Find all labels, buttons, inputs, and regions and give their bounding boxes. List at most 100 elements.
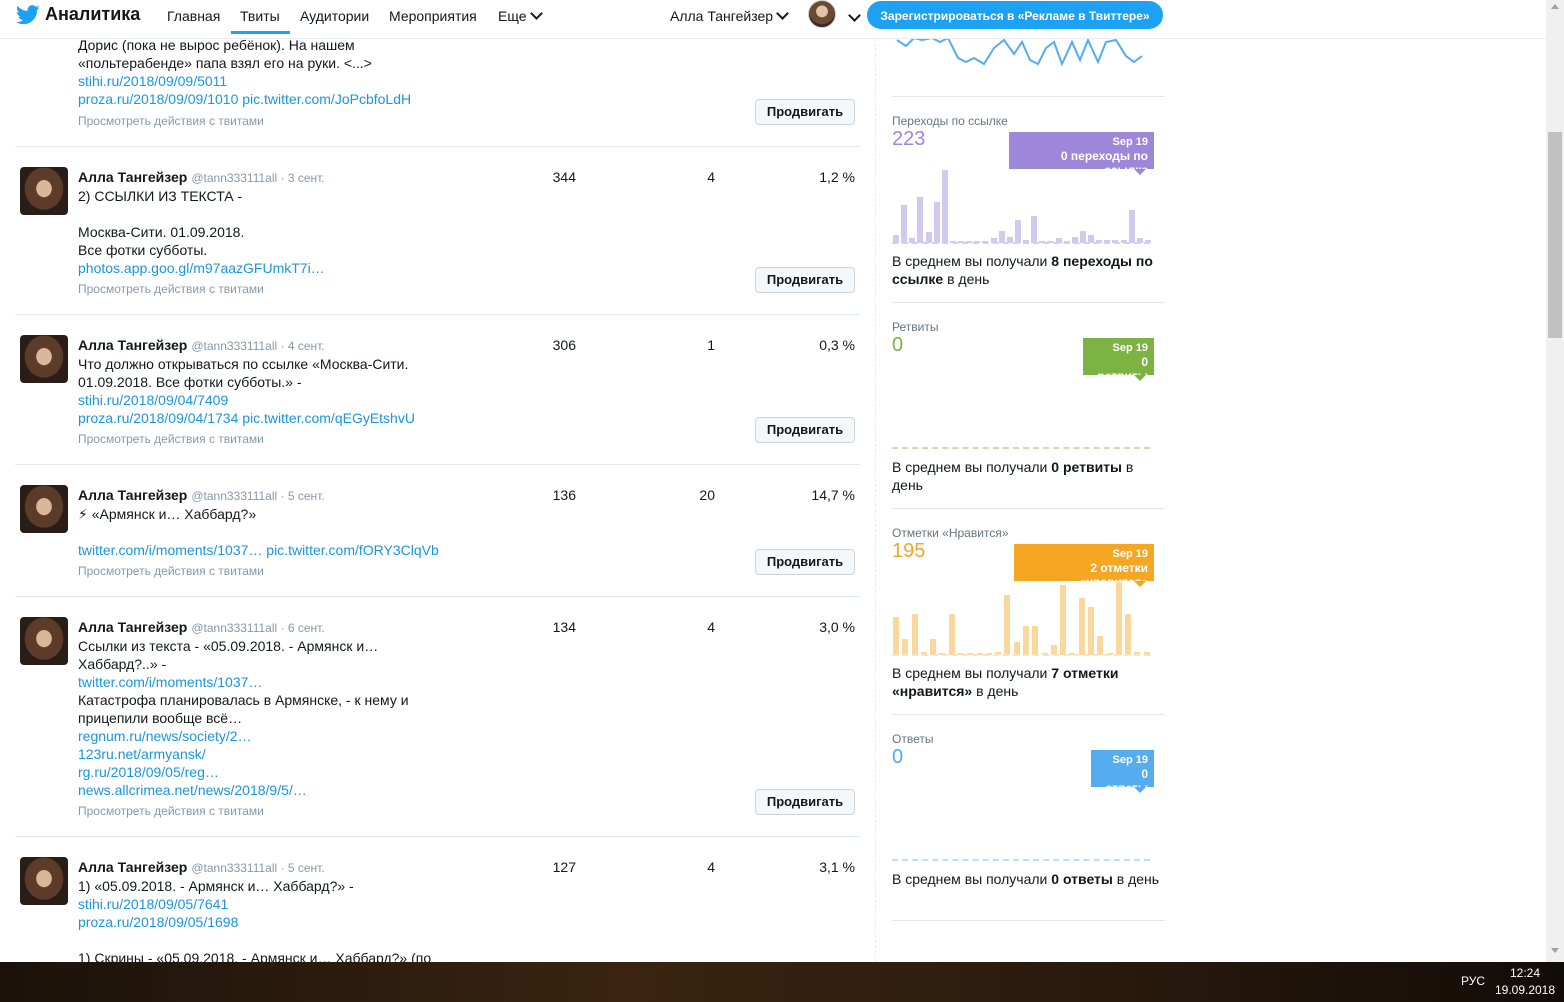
page-scrollbar[interactable] [1546, 0, 1564, 962]
avatar[interactable] [20, 335, 68, 383]
daily-bar[interactable] [995, 652, 1002, 655]
tweet-link[interactable]: rg.ru/2018/09/05/reg… [78, 764, 219, 780]
chart-baseline [892, 654, 1150, 656]
daily-bar[interactable] [941, 170, 948, 243]
daily-bar[interactable] [1013, 642, 1020, 655]
daily-bar[interactable] [1014, 220, 1021, 243]
daily-bar[interactable] [1143, 652, 1150, 655]
daily-bar[interactable] [909, 238, 916, 243]
author-name[interactable]: Алла Тангейзер [78, 859, 188, 875]
daily-bar[interactable] [1055, 238, 1062, 243]
daily-bar[interactable] [1004, 595, 1011, 655]
avatar[interactable] [20, 617, 68, 665]
daily-bar[interactable] [1096, 240, 1103, 243]
tab-more[interactable]: Еще [498, 7, 543, 24]
author-name[interactable]: Алла Тангейзер [78, 169, 188, 185]
view-tweet-activity-link[interactable]: Просмотреть действия с твитами [78, 282, 264, 296]
daily-bar[interactable] [1050, 645, 1057, 655]
avatar[interactable] [20, 167, 68, 215]
author-name[interactable]: Алла Тангейзер [78, 487, 188, 503]
promote-button[interactable]: Продвигать [755, 549, 855, 575]
author-handle[interactable]: @tann333111all · 3 сент. [191, 171, 325, 185]
tab-events[interactable]: Мероприятия [389, 8, 477, 24]
daily-bar[interactable] [1115, 582, 1122, 655]
daily-bar[interactable] [901, 205, 908, 243]
scroll-thumb[interactable] [1548, 132, 1562, 338]
daily-bar[interactable] [990, 238, 997, 243]
avatar[interactable] [808, 0, 836, 28]
scroll-up-icon[interactable] [1551, 4, 1559, 9]
clock[interactable]: 12:24 19.09.2018 [1490, 965, 1560, 999]
tweet-link[interactable]: photos.app.goo.gl/m97aazGFUmkT7i… [78, 260, 325, 276]
daily-bar[interactable] [1078, 598, 1085, 655]
author-handle[interactable]: @tann333111all · 5 сент. [191, 861, 325, 875]
promote-button[interactable]: Продвигать [755, 789, 855, 815]
scroll-down-icon[interactable] [1551, 948, 1559, 953]
view-tweet-activity-link[interactable]: Просмотреть действия с твитами [78, 432, 264, 446]
daily-bar[interactable] [933, 202, 940, 243]
promote-button[interactable]: Продвигать [755, 267, 855, 293]
tab-tweets[interactable]: Твиты [231, 8, 290, 34]
daily-bar[interactable] [1032, 626, 1039, 655]
tab-audiences[interactable]: Аудитории [300, 8, 370, 24]
tweet-link[interactable]: twitter.com/i/moments/1037… [78, 674, 263, 690]
daily-bar[interactable] [893, 235, 899, 243]
view-tweet-activity-link[interactable]: Просмотреть действия с твитами [78, 564, 264, 578]
author-handle[interactable]: @tann333111all · 6 сент. [191, 621, 325, 635]
panel-label: Ответы [892, 732, 934, 746]
author-name[interactable]: Алла Тангейзер [78, 619, 188, 635]
daily-bar[interactable] [1031, 216, 1038, 243]
avatar[interactable] [20, 857, 68, 905]
daily-bar[interactable] [1088, 607, 1094, 655]
daily-bar[interactable] [1023, 240, 1029, 243]
daily-bar[interactable] [911, 614, 918, 655]
daily-bar[interactable] [1134, 652, 1141, 655]
avatar-menu-toggle[interactable] [845, 9, 861, 26]
daily-bar[interactable] [917, 197, 924, 243]
daily-bar[interactable] [1079, 231, 1086, 243]
avatar[interactable] [20, 485, 68, 533]
author-handle[interactable]: @tann333111all · 4 сент. [191, 339, 325, 353]
tweet-link[interactable]: proza.ru/2018/09/09/1010 pic.twitter.com… [78, 91, 412, 107]
author-name[interactable]: Алла Тангейзер [78, 337, 188, 353]
daily-bar[interactable] [1104, 240, 1111, 243]
tweet-link[interactable]: proza.ru/2018/09/05/1698 [78, 914, 239, 930]
promote-button[interactable]: Продвигать [755, 99, 855, 125]
daily-bar[interactable] [925, 232, 932, 243]
daily-bar[interactable] [1125, 614, 1132, 655]
daily-bar[interactable] [1120, 240, 1127, 243]
tweet-link[interactable]: 123ru.net/armyansk/ [78, 746, 206, 762]
daily-bar[interactable] [1060, 585, 1067, 655]
ads-signup-button[interactable]: Зарегистрироваться в «Рекламе в Твиттере… [867, 1, 1163, 29]
daily-bar[interactable] [1097, 636, 1104, 655]
daily-bar[interactable] [1071, 237, 1078, 243]
daily-bar[interactable] [1136, 238, 1143, 243]
tweet-link[interactable]: stihi.ru/2018/09/05/7641 [78, 896, 229, 912]
tweet-link[interactable]: stihi.ru/2018/09/04/7409 [78, 392, 229, 408]
view-tweet-activity-link[interactable]: Просмотреть действия с твитами [78, 114, 264, 128]
tweet-link[interactable]: twitter.com/i/moments/1037… pic.twitter.… [78, 542, 439, 558]
input-language[interactable]: РУС [1461, 974, 1486, 988]
user-menu[interactable]: Алла Тангейзер [670, 7, 789, 24]
daily-bar[interactable] [902, 639, 909, 655]
tweet-link[interactable]: stihi.ru/2018/09/09/5011 [78, 73, 228, 89]
daily-bar[interactable] [920, 652, 927, 655]
author-handle[interactable]: @tann333111all · 5 сент. [191, 489, 325, 503]
tweet-link[interactable]: regnum.ru/news/society/2… [78, 728, 252, 744]
daily-bar[interactable] [1023, 626, 1029, 655]
daily-bar[interactable] [1088, 235, 1094, 243]
daily-bar[interactable] [893, 617, 899, 655]
tweet-link[interactable]: proza.ru/2018/09/04/1734 pic.twitter.com… [78, 410, 415, 426]
daily-bar[interactable] [1006, 237, 1013, 243]
daily-bar[interactable] [998, 231, 1005, 243]
tweet-link[interactable]: news.allcrimea.net/news/2018/9/5/… [78, 782, 307, 798]
view-tweet-activity-link[interactable]: Просмотреть действия с твитами [78, 804, 264, 818]
daily-bar[interactable] [1144, 240, 1151, 243]
daily-bar[interactable] [930, 639, 937, 655]
brand[interactable]: Аналитика [16, 4, 140, 25]
daily-bar[interactable] [948, 614, 955, 655]
promote-button[interactable]: Продвигать [755, 417, 855, 443]
daily-bar[interactable] [1128, 210, 1135, 243]
tab-home[interactable]: Главная [167, 8, 221, 24]
daily-bar[interactable] [1112, 240, 1119, 243]
